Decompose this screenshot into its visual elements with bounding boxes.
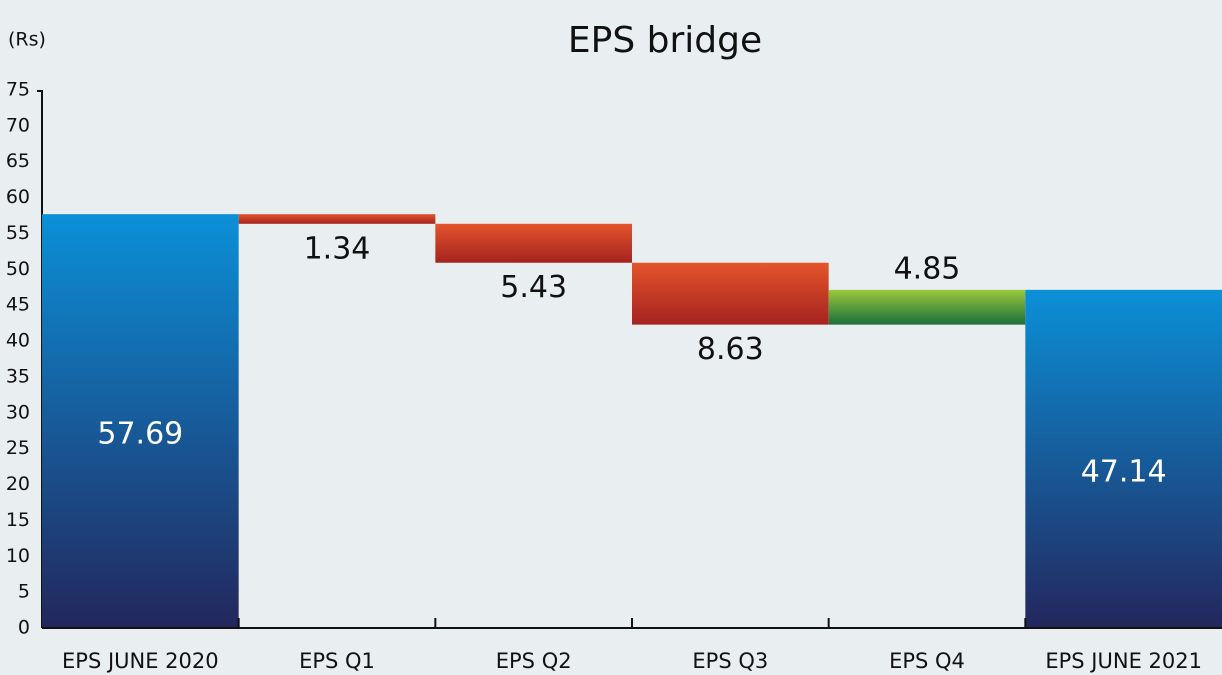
- y-tick-label: 30: [6, 401, 30, 423]
- y-tick-label: 55: [6, 222, 30, 244]
- y-tick-label: 45: [6, 294, 30, 316]
- bar: [828, 289, 1026, 325]
- y-tick-label: 15: [6, 509, 30, 531]
- data-label: 47.14: [1081, 454, 1167, 489]
- y-tick-label: 25: [6, 437, 30, 459]
- x-tick-label: EPS Q2: [496, 649, 572, 673]
- x-tick-label: EPS Q3: [692, 649, 768, 673]
- x-tick-label: EPS JUNE 2021: [1045, 649, 1202, 673]
- x-tick-label: EPS Q1: [299, 649, 375, 673]
- y-tick-label: 70: [6, 114, 30, 136]
- x-tick-label: EPS JUNE 2020: [62, 649, 219, 673]
- y-tick-label: 10: [6, 545, 30, 567]
- chart-title: EPS bridge: [568, 20, 762, 61]
- y-tick-label: 5: [18, 581, 30, 603]
- data-label: 1.34: [304, 231, 371, 266]
- bar: [42, 214, 239, 628]
- bar: [238, 214, 436, 224]
- data-label: 4.85: [894, 251, 961, 286]
- y-tick-label: 65: [6, 150, 30, 172]
- data-label: 5.43: [500, 270, 567, 305]
- y-tick-label: 50: [6, 258, 30, 280]
- x-tick-label: EPS Q4: [889, 649, 965, 673]
- data-label: 57.69: [97, 417, 183, 452]
- y-tick-label: 60: [6, 186, 30, 208]
- y-tick-label: 20: [6, 473, 30, 495]
- y-axis-label: (Rs): [8, 29, 46, 51]
- y-tick-label: 75: [6, 79, 30, 101]
- bar: [435, 223, 632, 263]
- y-tick-label: 35: [6, 365, 30, 387]
- y-tick-label: 40: [6, 330, 30, 352]
- bar: [1025, 289, 1222, 628]
- y-tick-label: 0: [18, 617, 30, 639]
- data-label: 8.63: [697, 332, 764, 367]
- bar: [632, 262, 829, 325]
